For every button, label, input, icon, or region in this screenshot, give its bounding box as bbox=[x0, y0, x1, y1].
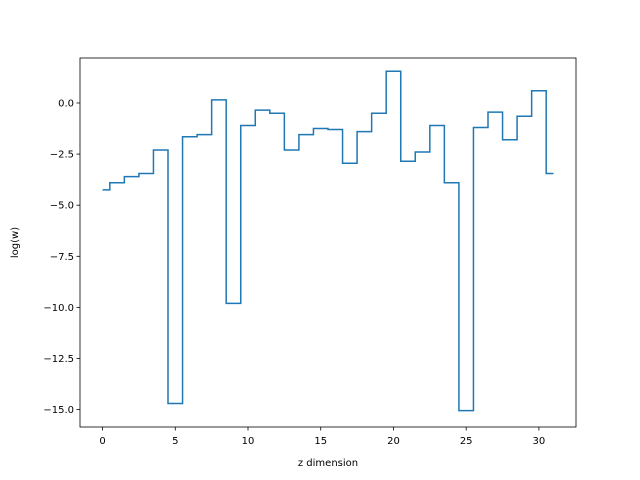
y-tick-label: −12.5 bbox=[43, 354, 74, 365]
y-axis-label: log(w) bbox=[10, 227, 21, 258]
x-tick-label: 10 bbox=[242, 436, 255, 447]
axis-ticks: 0 5 10 15 20 25 30 0.0 −2.5 −5.0 −7.5 −10.0 −12.5 −15… bbox=[43, 98, 545, 447]
y-tick-label: 0.0 bbox=[58, 98, 74, 109]
series-line bbox=[102, 70, 554, 412]
y-tick-label: −2.5 bbox=[50, 150, 74, 161]
y-tick-label: −5.0 bbox=[50, 201, 74, 212]
x-tick-label: 5 bbox=[172, 436, 178, 447]
axes-frame bbox=[79, 57, 577, 428]
plot-area bbox=[79, 57, 577, 428]
x-axis-label: z dimension bbox=[298, 458, 358, 469]
y-tick-label: −15.0 bbox=[43, 405, 74, 416]
x-tick-label: 15 bbox=[314, 436, 327, 447]
x-tick-label: 0 bbox=[99, 436, 105, 447]
y-tick-label: −10.0 bbox=[43, 303, 74, 314]
x-tick-label: 30 bbox=[533, 436, 546, 447]
x-tick-label: 25 bbox=[460, 436, 473, 447]
y-tick-label: −7.5 bbox=[50, 252, 74, 263]
x-tick-label: 20 bbox=[387, 436, 400, 447]
